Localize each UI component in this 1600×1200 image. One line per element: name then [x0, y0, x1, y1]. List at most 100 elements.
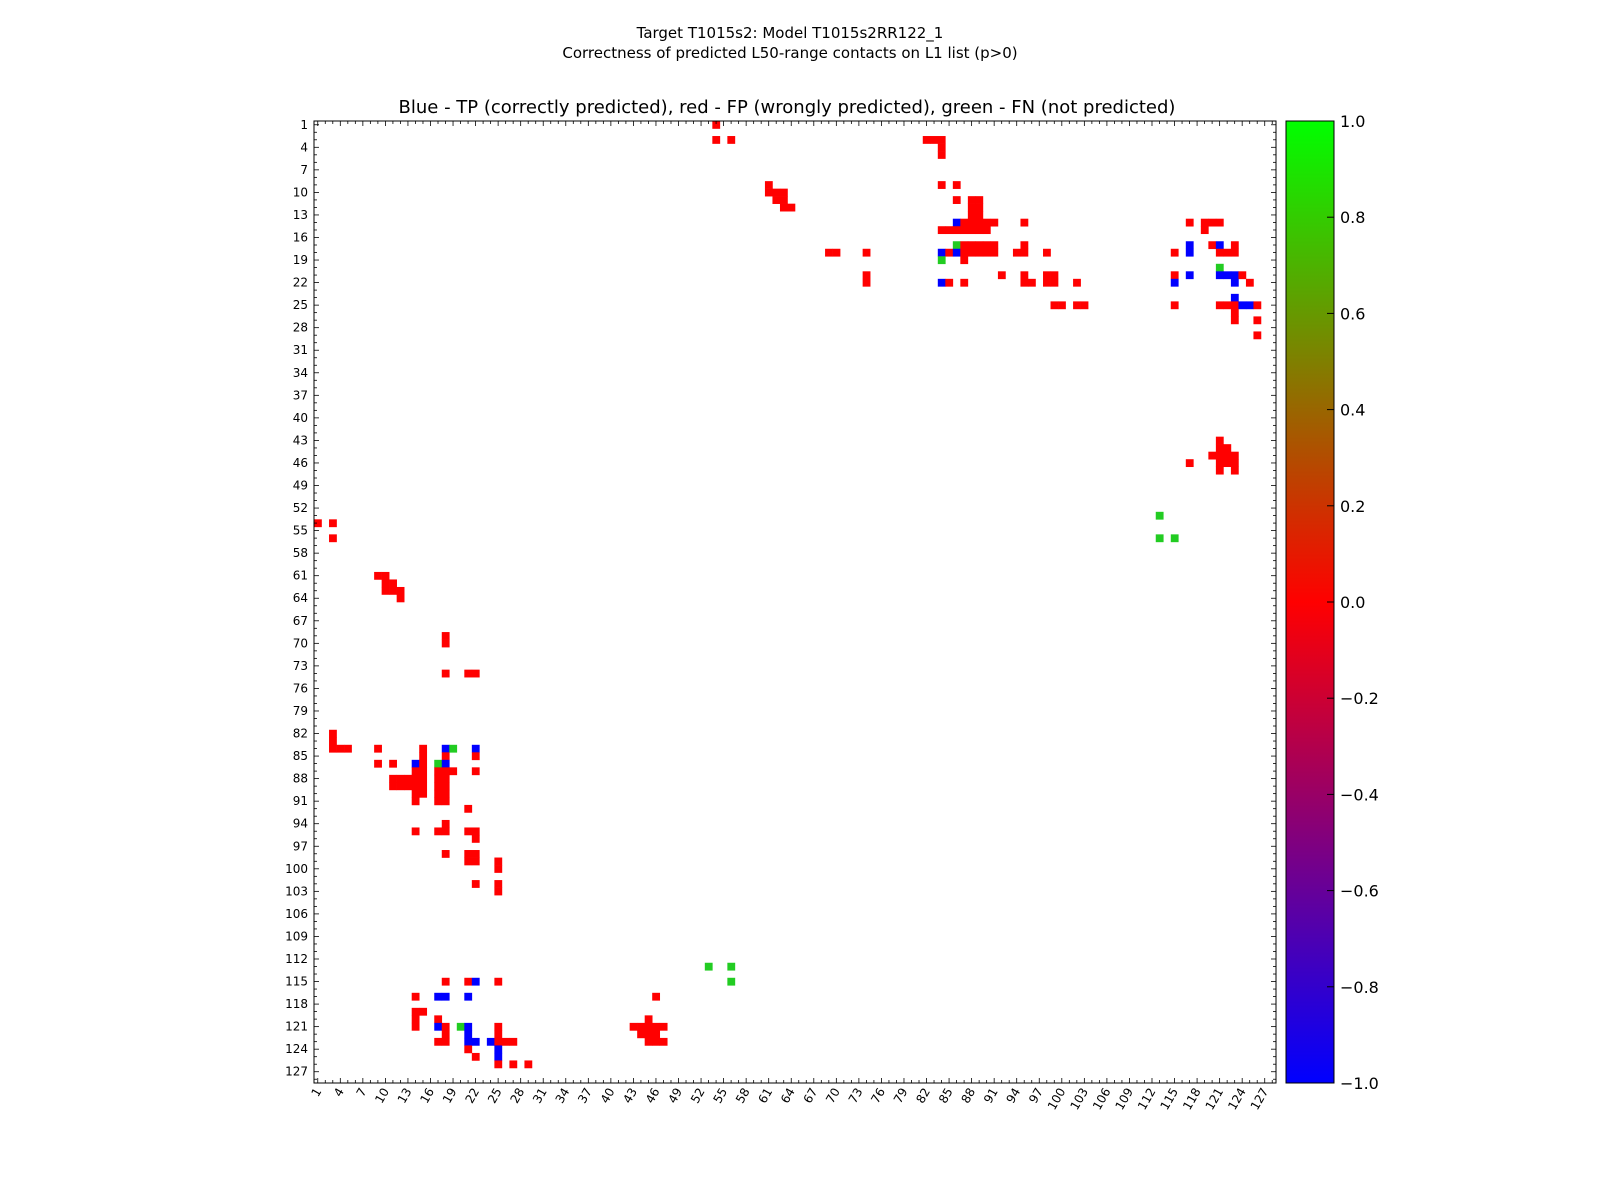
contact-cell-tp — [434, 1022, 443, 1031]
contact-cell-fp — [982, 248, 991, 257]
contact-cell-fn — [937, 256, 946, 265]
y-tick-label: 25 — [293, 298, 308, 312]
contact-cell-fp — [937, 226, 946, 235]
contact-cell-fp — [471, 834, 480, 843]
y-tick-label: 73 — [293, 659, 308, 673]
x-tick-label: 124 — [1225, 1086, 1249, 1113]
x-tick-label: 79 — [891, 1086, 911, 1106]
contact-cell-fp — [930, 136, 939, 144]
contact-cell-tp — [1215, 271, 1224, 280]
y-tick-label: 55 — [293, 524, 308, 538]
contact-cell-fp — [389, 759, 397, 768]
contact-cell-fp — [509, 1037, 518, 1046]
contact-cell-fp — [937, 136, 946, 144]
contact-cell-fp — [1253, 301, 1262, 310]
y-tick-label: 22 — [293, 276, 308, 290]
y-tick-label: 127 — [285, 1065, 308, 1079]
contact-cell-fp — [637, 1030, 645, 1039]
contact-cell-tp — [464, 1037, 473, 1046]
contact-cell-fp — [967, 218, 976, 227]
y-tick-label: 106 — [285, 907, 308, 921]
contact-cell-fp — [1200, 226, 1209, 235]
contact-cell-fp — [629, 1022, 638, 1031]
contact-cell-fp — [389, 586, 397, 595]
y-tick-label: 16 — [293, 230, 308, 244]
contact-cell-fn — [952, 241, 961, 250]
contact-cell-fp — [779, 203, 788, 212]
contact-cell-tp — [952, 218, 961, 227]
contact-cell-fp — [494, 1030, 503, 1039]
plot-title: Blue - TP (correctly predicted), red - F… — [399, 97, 1176, 118]
contact-cell-fp — [471, 669, 480, 678]
x-tick-label: 67 — [801, 1086, 821, 1106]
x-tick-label: 121 — [1203, 1086, 1227, 1113]
contact-cell-fp — [471, 1052, 480, 1061]
contact-cell-fp — [419, 767, 428, 776]
contact-cell-fp — [1027, 278, 1036, 287]
contact-cell-fp — [975, 203, 984, 212]
contact-cell-fp — [825, 248, 833, 257]
contact-cell-fp — [1223, 451, 1232, 460]
y-tick-label: 76 — [293, 681, 308, 695]
contact-cell-fp — [329, 534, 337, 543]
contact-cell-fp — [411, 789, 420, 798]
y-tick-label: 91 — [293, 794, 308, 808]
colorbar-tick-label: 1.0 — [1340, 112, 1365, 131]
contact-cell-fp — [982, 218, 991, 227]
contact-cell-fp — [1012, 248, 1021, 257]
axis-ticks: 1144771010131316161919222225252828313134… — [285, 118, 1276, 1113]
contact-cell-fp — [419, 752, 428, 761]
contact-cell-fp — [441, 639, 450, 648]
contact-cell-fp — [464, 1045, 473, 1054]
colorbar-tick-label: −0.8 — [1340, 978, 1379, 997]
contact-cell-fp — [1208, 218, 1217, 227]
contact-cell-fp — [1020, 241, 1029, 250]
x-tick-label: 25 — [485, 1086, 505, 1106]
contact-cell-fp — [434, 789, 443, 798]
contact-cell-fp — [862, 271, 871, 280]
contact-cell-fn — [1155, 534, 1164, 543]
contact-cell-tp — [937, 248, 946, 257]
contact-cells — [314, 121, 1262, 1069]
contact-cell-fn — [1215, 263, 1224, 272]
contact-cell-fp — [1170, 248, 1179, 257]
contact-cell-fp — [494, 1037, 503, 1046]
contact-cell-fp — [471, 752, 480, 761]
y-tick-label: 19 — [293, 253, 308, 267]
y-tick-label: 4 — [300, 140, 308, 154]
contact-cell-tp — [464, 1030, 473, 1039]
contact-cell-tp — [937, 278, 946, 287]
colorbar-tick-label: −0.2 — [1340, 689, 1379, 708]
y-tick-label: 118 — [285, 997, 308, 1011]
contact-cell-fp — [1043, 248, 1051, 257]
figure-title-line2: Correctness of predicted L50-range conta… — [562, 44, 1017, 62]
contact-cell-fp — [1050, 278, 1059, 287]
contact-cell-fp — [1215, 466, 1224, 475]
contact-cell-fp — [419, 782, 428, 791]
y-tick-label: 70 — [293, 636, 308, 650]
contact-cell-fp — [464, 804, 473, 813]
colorbar-tick-label: −1.0 — [1340, 1074, 1379, 1093]
contact-cell-fp — [652, 992, 661, 1001]
contact-cell-fp — [644, 1015, 653, 1024]
contact-cell-fp — [419, 759, 428, 768]
contact-cell-tp — [952, 248, 961, 257]
contact-cell-fp — [441, 774, 450, 783]
contact-cell-fp — [960, 256, 969, 265]
x-tick-label: 103 — [1067, 1086, 1091, 1113]
contact-cell-fp — [982, 241, 991, 250]
contact-cell-fp — [419, 744, 428, 753]
contact-cell-fp — [937, 143, 946, 152]
y-tick-label: 67 — [293, 614, 308, 628]
contact-cell-fn — [1170, 534, 1179, 543]
contact-cell-fp — [441, 767, 450, 776]
contact-cell-fp — [419, 1007, 428, 1016]
contact-cell-fp — [509, 1060, 518, 1069]
contact-cell-tp — [471, 744, 480, 753]
contact-cell-fp — [1215, 436, 1224, 445]
colorbar — [1285, 120, 1335, 1084]
y-tick-label: 7 — [300, 163, 308, 177]
contact-cell-fp — [644, 1037, 653, 1046]
y-tick-label: 28 — [293, 321, 308, 335]
y-tick-label: 31 — [293, 343, 308, 357]
